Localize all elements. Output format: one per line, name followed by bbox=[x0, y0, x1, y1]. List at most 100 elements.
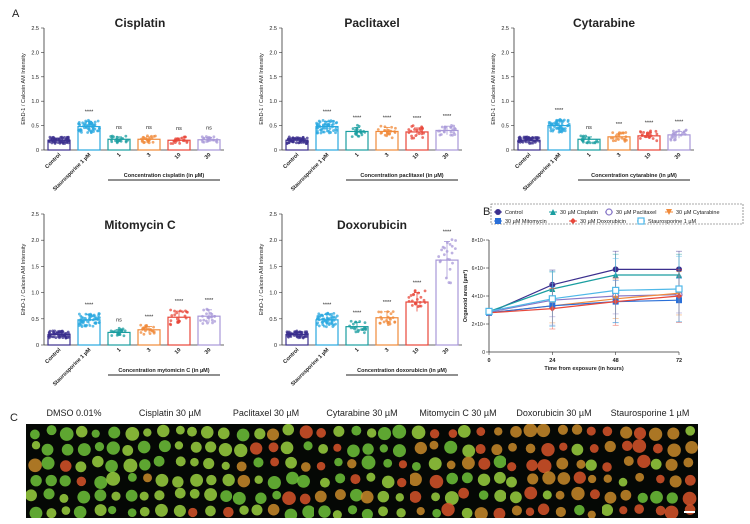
significance-label: **** bbox=[323, 302, 332, 308]
organoid bbox=[379, 444, 388, 453]
data-point bbox=[54, 336, 58, 339]
organoid bbox=[299, 493, 311, 505]
data-point bbox=[332, 311, 336, 315]
data-point bbox=[318, 314, 322, 318]
category-label: 10 bbox=[412, 347, 421, 356]
category-label: 3 bbox=[384, 347, 390, 353]
data-point bbox=[348, 324, 351, 328]
data-point bbox=[328, 127, 332, 130]
data-point bbox=[518, 137, 522, 141]
organoid bbox=[684, 504, 696, 515]
organoid bbox=[366, 472, 376, 482]
micrograph-organoids bbox=[314, 424, 408, 518]
data-point bbox=[390, 125, 393, 129]
organoid bbox=[46, 425, 57, 436]
organoid bbox=[125, 489, 138, 502]
data-point bbox=[386, 315, 390, 319]
category-label: 1 bbox=[354, 347, 360, 353]
data-point bbox=[88, 318, 92, 322]
data-point bbox=[88, 128, 91, 132]
significance-label: **** bbox=[413, 281, 422, 287]
data-point bbox=[537, 139, 541, 143]
data-point bbox=[61, 330, 65, 334]
data-point bbox=[645, 135, 649, 139]
category-label: 10 bbox=[412, 152, 421, 161]
organoid bbox=[392, 424, 407, 439]
organoid bbox=[667, 427, 680, 440]
organoid bbox=[139, 459, 151, 471]
data-point bbox=[557, 123, 560, 126]
y-tick-label: 0.5 bbox=[269, 317, 277, 323]
organoid bbox=[251, 504, 263, 516]
data-point bbox=[585, 141, 589, 145]
organoid bbox=[302, 505, 314, 518]
data-point bbox=[200, 135, 204, 139]
data-point bbox=[449, 281, 452, 285]
y-tick-label: 2.5 bbox=[31, 212, 39, 218]
data-point bbox=[77, 312, 81, 316]
organoid bbox=[249, 442, 263, 455]
organoid bbox=[429, 440, 439, 450]
data-point bbox=[438, 133, 442, 137]
organoid bbox=[77, 443, 91, 457]
data-point bbox=[549, 122, 553, 126]
data-point bbox=[94, 322, 98, 325]
data-point bbox=[642, 130, 646, 134]
organoid bbox=[137, 440, 151, 454]
data-point bbox=[90, 121, 94, 125]
y-tick-label: 0 bbox=[482, 350, 485, 356]
bar-chart-paclitaxel: Paclitaxel 0 0.5 1.0 1.5 2.0 2.5 EthD-1 / Calce… bbox=[259, 16, 462, 193]
chart-title: Doxorubicin bbox=[337, 218, 407, 232]
organoid bbox=[683, 457, 694, 468]
category-label: 3 bbox=[616, 152, 622, 158]
data-point bbox=[552, 128, 555, 132]
organoid bbox=[573, 471, 586, 484]
data-point bbox=[117, 326, 121, 330]
data-point bbox=[319, 131, 323, 135]
organoid bbox=[188, 507, 198, 518]
data-point bbox=[289, 335, 293, 338]
organoid bbox=[174, 441, 184, 450]
organoid bbox=[555, 490, 565, 500]
data-point bbox=[317, 119, 321, 123]
series-marker bbox=[495, 218, 501, 224]
organoid bbox=[478, 490, 489, 500]
data-point bbox=[382, 320, 386, 324]
data-point bbox=[356, 123, 359, 127]
data-point bbox=[440, 125, 444, 129]
data-point bbox=[185, 310, 189, 314]
data-point bbox=[679, 133, 683, 137]
organoid bbox=[392, 444, 406, 458]
data-point bbox=[51, 329, 55, 333]
data-point bbox=[111, 330, 115, 334]
data-point bbox=[357, 134, 361, 138]
data-point bbox=[52, 335, 56, 339]
organoid bbox=[669, 475, 682, 488]
data-point bbox=[304, 334, 307, 338]
significance-label: **** bbox=[443, 229, 452, 235]
organoid bbox=[666, 492, 678, 504]
data-point bbox=[327, 321, 331, 325]
data-point bbox=[306, 332, 309, 336]
organoid bbox=[448, 429, 458, 438]
organoid bbox=[205, 505, 216, 517]
data-point bbox=[144, 329, 147, 333]
y-tick-label: 1.5 bbox=[31, 264, 39, 270]
organoid bbox=[410, 491, 422, 503]
organoid bbox=[585, 459, 597, 471]
micrograph-organoids bbox=[26, 425, 121, 518]
organoid bbox=[203, 457, 215, 470]
data-point bbox=[614, 134, 618, 138]
data-point bbox=[583, 136, 587, 140]
data-point bbox=[145, 327, 149, 331]
y-tick-label: 0.5 bbox=[269, 124, 277, 130]
y-axis-label: EthD-1 / Calcein AM Intensity bbox=[259, 243, 265, 315]
data-point bbox=[450, 251, 454, 255]
organoid bbox=[41, 456, 55, 470]
data-point bbox=[332, 315, 336, 319]
data-point bbox=[63, 333, 67, 337]
data-point bbox=[566, 120, 570, 123]
y-tick-label: 0 bbox=[274, 343, 277, 349]
category-label: 1 bbox=[354, 152, 360, 158]
